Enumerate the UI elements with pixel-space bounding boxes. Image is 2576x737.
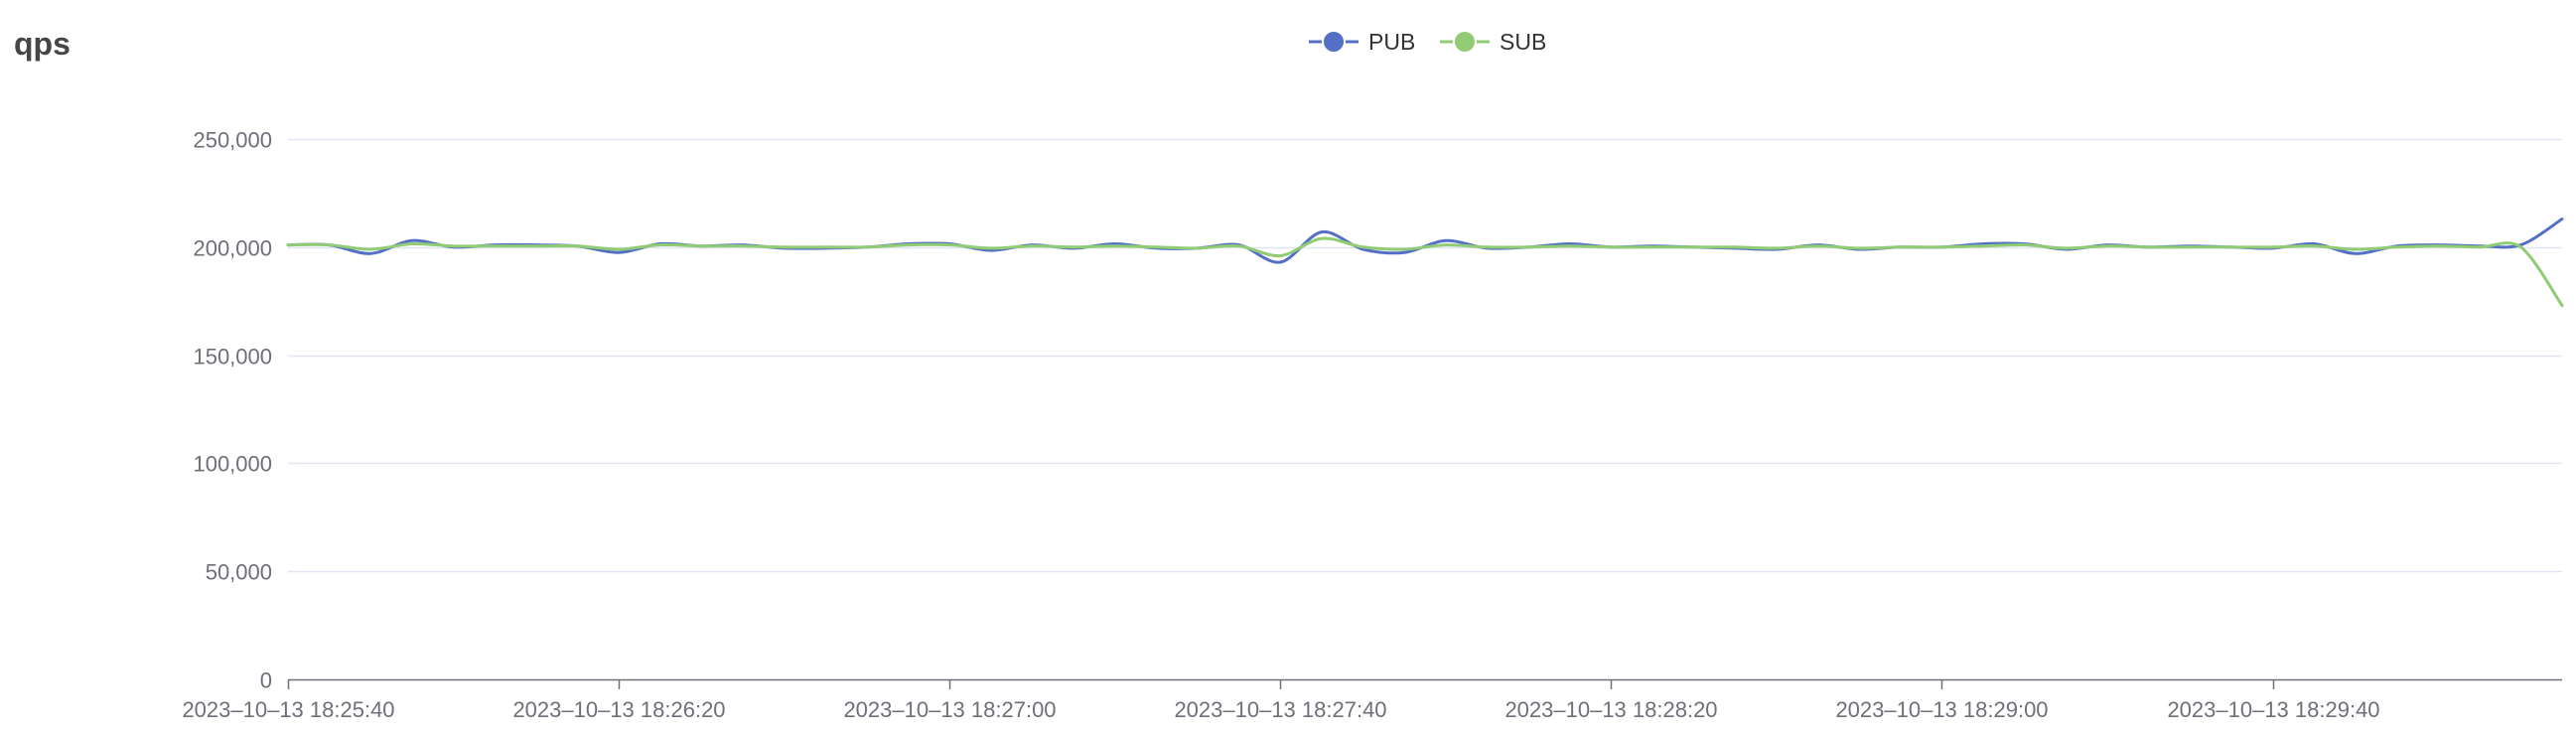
legend-item-pub[interactable]: PUB xyxy=(1309,29,1415,55)
x-tick-label: 2023–10–13 18:27:00 xyxy=(843,697,1056,722)
x-tick-label: 2023–10–13 18:28:20 xyxy=(1504,697,1717,722)
y-tick-label: 250,000 xyxy=(193,128,272,153)
panel-title: qps xyxy=(14,26,71,62)
legend-marker-icon xyxy=(1322,30,1346,54)
x-tick-label: 2023–10–13 18:29:00 xyxy=(1835,697,2048,722)
x-tick-label: 2023–10–13 18:25:40 xyxy=(182,697,394,722)
legend-item-sub[interactable]: SUB xyxy=(1440,29,1546,55)
x-tick-label: 2023–10–13 18:29:40 xyxy=(2167,697,2379,722)
grid-lines xyxy=(288,138,2562,573)
y-tick-label: 50,000 xyxy=(206,560,272,585)
legend-label: PUB xyxy=(1368,29,1415,55)
series-line-sub[interactable] xyxy=(286,236,2564,308)
y-tick-label: 200,000 xyxy=(193,236,272,261)
series-lines xyxy=(286,218,2564,308)
legend-label: SUB xyxy=(1500,29,1546,55)
y-tick-label: 0 xyxy=(260,668,272,693)
axes: 0 50,000 100,000 150,000 200,000 250,000 2023–… xyxy=(182,128,2562,722)
legend[interactable]: PUB SUB xyxy=(1309,29,1546,55)
legend-marker-icon xyxy=(1453,30,1477,54)
x-tick-label: 2023–10–13 18:26:20 xyxy=(512,697,725,722)
y-tick-label: 150,000 xyxy=(193,345,272,369)
series-line-pub[interactable] xyxy=(286,218,2564,264)
y-tick-label: 100,000 xyxy=(193,452,272,477)
x-tick-label: 2023–10–13 18:27:40 xyxy=(1174,697,1386,722)
